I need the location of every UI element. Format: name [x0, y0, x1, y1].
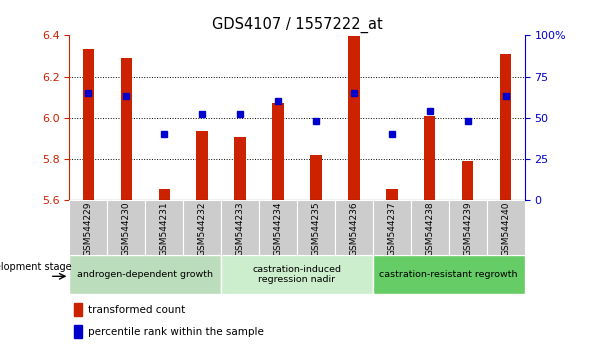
Text: GSM544230: GSM544230	[122, 202, 131, 256]
Text: GSM544240: GSM544240	[501, 202, 510, 256]
Bar	[83, 49, 94, 200]
Text: GSM544233: GSM544233	[236, 202, 245, 256]
Text: GSM544231: GSM544231	[160, 202, 169, 256]
Text: GSM544236: GSM544236	[349, 202, 358, 256]
Text: GSM544239: GSM544239	[463, 202, 472, 256]
Text: GSM544229: GSM544229	[84, 202, 93, 256]
Bar	[373, 255, 525, 294]
Bar	[74, 325, 82, 338]
Text: GSM544235: GSM544235	[311, 202, 320, 256]
Text: GSM544232: GSM544232	[198, 202, 207, 256]
Bar	[335, 200, 373, 255]
Bar	[69, 255, 221, 294]
Bar	[145, 200, 183, 255]
Bar	[462, 161, 473, 200]
Bar	[183, 200, 221, 255]
Bar	[348, 36, 359, 200]
Bar	[273, 103, 283, 200]
Bar	[235, 137, 246, 200]
Bar	[197, 131, 208, 200]
Bar	[107, 200, 145, 255]
Bar	[221, 255, 373, 294]
Bar	[69, 200, 107, 255]
Title: GDS4107 / 1557222_at: GDS4107 / 1557222_at	[212, 16, 382, 33]
Bar	[311, 155, 321, 200]
Text: castration-induced
regression nadir: castration-induced regression nadir	[253, 265, 341, 284]
Bar	[159, 189, 170, 200]
Text: GSM544237: GSM544237	[387, 202, 396, 256]
Bar	[487, 200, 525, 255]
Bar	[221, 200, 259, 255]
Bar	[500, 54, 511, 200]
Bar	[121, 58, 132, 200]
Bar	[386, 189, 397, 200]
Text: development stage: development stage	[0, 262, 72, 272]
Bar	[449, 200, 487, 255]
Text: transformed count: transformed count	[87, 305, 185, 315]
Bar	[297, 200, 335, 255]
Text: GSM544238: GSM544238	[425, 202, 434, 256]
Bar	[411, 200, 449, 255]
Text: androgen-dependent growth: androgen-dependent growth	[77, 270, 213, 279]
Bar	[424, 116, 435, 200]
Text: castration-resistant regrowth: castration-resistant regrowth	[379, 270, 518, 279]
Text: percentile rank within the sample: percentile rank within the sample	[87, 327, 264, 337]
Bar	[373, 200, 411, 255]
Bar	[259, 200, 297, 255]
Bar	[74, 303, 82, 316]
Text: GSM544234: GSM544234	[274, 202, 283, 256]
